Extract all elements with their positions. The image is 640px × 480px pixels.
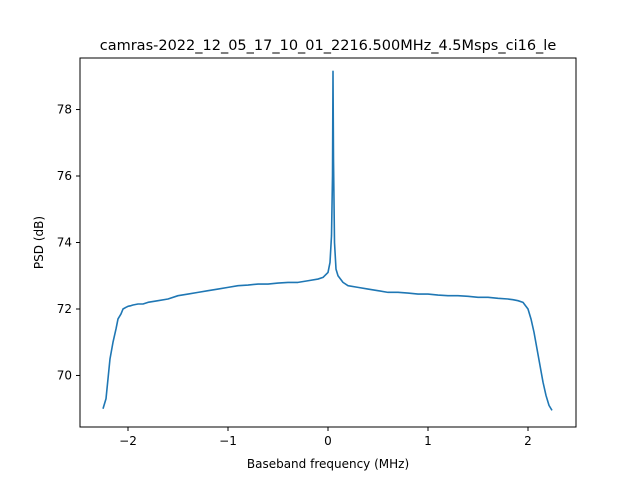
y-tick-label: 72 bbox=[57, 302, 72, 316]
data-line-group bbox=[102, 70, 553, 411]
x-tick-label: 1 bbox=[424, 434, 432, 448]
axes-frame bbox=[79, 57, 577, 428]
x-tick-label: 2 bbox=[524, 434, 532, 448]
x-axis-ticks: −2 −1 0 1 2 bbox=[119, 427, 532, 448]
chart-title: camras-2022_12_05_17_10_01_2216.500MHz_4… bbox=[100, 38, 557, 54]
y-tick-label: 76 bbox=[57, 169, 72, 183]
y-tick-label: 70 bbox=[57, 368, 72, 382]
psd-series-line bbox=[102, 70, 553, 411]
x-tick-label: 0 bbox=[324, 434, 332, 448]
x-tick-label: −1 bbox=[219, 434, 237, 448]
x-tick-label: −2 bbox=[119, 434, 137, 448]
y-tick-label: 78 bbox=[57, 103, 72, 117]
x-axis-label: Baseband frequency (MHz) bbox=[247, 457, 409, 471]
y-axis-label: PSD (dB) bbox=[32, 216, 46, 269]
y-axis-ticks: 70 72 74 76 78 bbox=[57, 103, 80, 382]
y-tick-label: 74 bbox=[57, 236, 72, 250]
